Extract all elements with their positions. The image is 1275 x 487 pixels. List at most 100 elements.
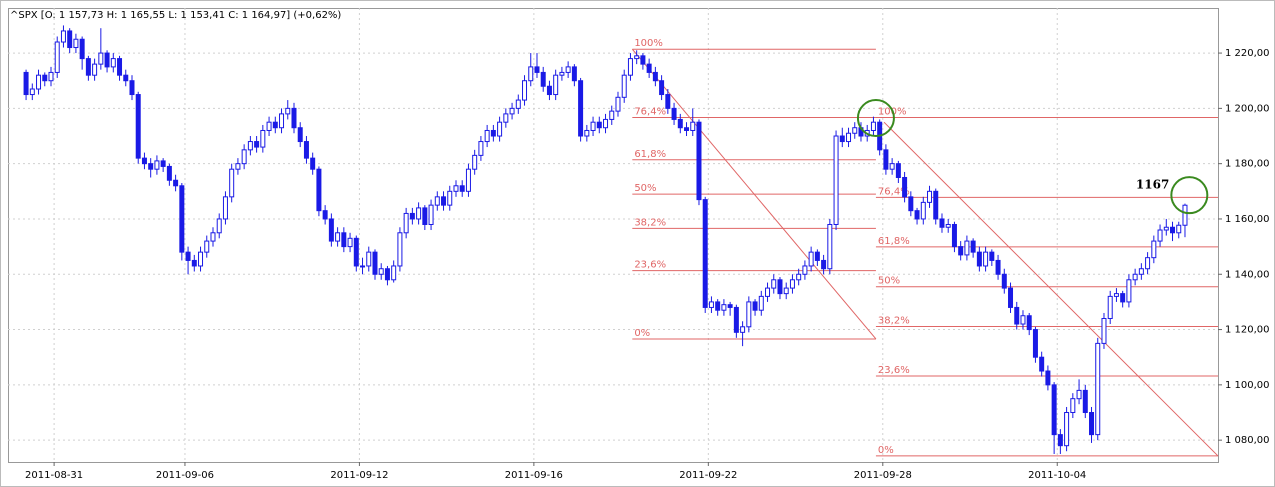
candle-body [1126, 279, 1132, 303]
candle-body [559, 71, 565, 76]
candle-body [328, 218, 334, 242]
candle-body [615, 96, 621, 112]
candle-body [914, 210, 920, 220]
candle-body [889, 163, 895, 170]
candle-body [1045, 370, 1051, 386]
candle-body [117, 58, 123, 76]
candle-body [428, 204, 434, 225]
candle-body [166, 165, 172, 181]
fib-label: 61,8% [878, 236, 910, 247]
highlight-circle [1170, 176, 1209, 215]
x-tick-label: 2011-09-12 [330, 470, 388, 481]
candle-body [36, 74, 42, 90]
candle-body [303, 141, 309, 159]
candle-body [814, 251, 820, 261]
y-tick-label: 1 120,00 [1225, 325, 1270, 336]
candle-body [279, 113, 285, 129]
candle-body [441, 196, 447, 206]
candle-body [740, 326, 746, 333]
x-tick-label: 2011-09-28 [854, 470, 912, 481]
candle-body [696, 121, 702, 201]
candle-body [416, 207, 422, 220]
candle-body [621, 74, 627, 98]
candle-body [353, 237, 359, 267]
candle-body [796, 273, 802, 281]
candle-body [210, 232, 216, 242]
candle-body [179, 185, 185, 253]
candle-body [509, 107, 515, 115]
candle-body [129, 80, 135, 96]
candle-body [272, 121, 278, 129]
candle-body [1051, 384, 1057, 436]
candle-body [422, 207, 428, 225]
candle-body [104, 52, 110, 68]
candle-body [216, 218, 222, 234]
candle-body [503, 113, 509, 123]
candle-body [895, 163, 901, 178]
candle-body [584, 129, 590, 137]
candle-body [1008, 287, 1014, 308]
candle-body [490, 129, 496, 137]
candle-body [727, 304, 733, 308]
candle-body [29, 88, 35, 96]
candle-body [204, 240, 210, 253]
x-tick-label: 2011-09-22 [679, 470, 737, 481]
candle-body [1151, 240, 1157, 259]
candle-body [1163, 226, 1169, 231]
candle-body [839, 135, 845, 143]
candle-body [690, 121, 696, 131]
candle-body [229, 168, 235, 198]
candle-body [964, 240, 970, 256]
candle-body [609, 110, 615, 120]
candle-body [247, 141, 253, 151]
candle-body [1113, 293, 1119, 297]
candle-body [765, 287, 771, 297]
candle-body [540, 71, 546, 87]
candle-body [135, 94, 141, 159]
candle-body [254, 141, 260, 148]
fib-trend [883, 121, 1219, 457]
highlight-circle [856, 99, 895, 138]
fib-label: 61,8% [634, 149, 666, 160]
candle-body [347, 237, 353, 248]
candle-body [185, 251, 191, 261]
candle-body [1157, 229, 1163, 242]
candle-body [1145, 257, 1151, 270]
candle-body [827, 223, 833, 270]
candle-body [553, 74, 559, 96]
candle-body [1020, 315, 1026, 325]
candle-body [715, 301, 721, 311]
fib-label: 50% [634, 183, 656, 194]
chart-title: ^SPX [O: 1 157,73 H: 1 165,55 L: 1 153,4… [10, 10, 341, 21]
candle-body [528, 66, 534, 82]
candle-body [403, 212, 409, 234]
candle-body [23, 71, 29, 96]
candle-body [260, 129, 266, 148]
candle-body [522, 80, 528, 101]
candle-body [983, 251, 989, 267]
candle-body [434, 196, 440, 206]
candle-body [777, 279, 783, 295]
candle-body [789, 279, 795, 289]
candle-body [1170, 226, 1176, 234]
candle-body [852, 127, 858, 134]
candle-body [235, 163, 241, 170]
x-tick-label: 2011-09-16 [505, 470, 563, 481]
y-tick-label: 1 160,00 [1225, 214, 1270, 225]
candle-body [1014, 306, 1020, 325]
candle-body [976, 251, 982, 267]
candle-body [92, 63, 98, 76]
candle-body [571, 66, 577, 82]
candle-body [335, 232, 341, 242]
y-tick-label: 1 100,00 [1225, 380, 1270, 391]
candle-body [447, 190, 453, 206]
candle-body [123, 74, 129, 82]
candle-body [634, 55, 640, 60]
fib-label: 100% [634, 38, 663, 49]
candle-body [1032, 329, 1038, 358]
candle-body [360, 265, 366, 268]
candle-body [758, 295, 764, 311]
candle-body [48, 71, 54, 82]
candle-body [1064, 412, 1070, 447]
candle-body [671, 107, 677, 120]
